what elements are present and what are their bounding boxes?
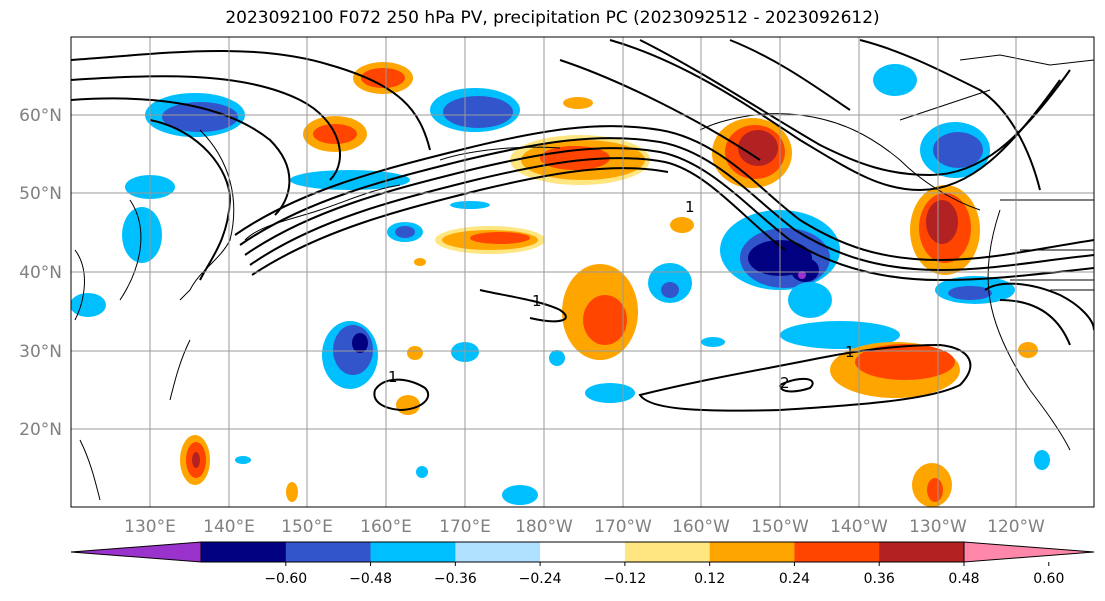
colorbar-extend-max (963, 541, 1095, 563)
contour-label: 1 (685, 198, 695, 216)
colorbar-extend-min (70, 541, 202, 563)
colorbar-segment (540, 542, 626, 562)
colorbar-segment (709, 542, 795, 562)
lon-label: 160°E (360, 517, 412, 537)
lon-label: 170°E (439, 517, 491, 537)
colorbar-tick-label: −0.12 (603, 571, 646, 587)
lon-label: 130°W (909, 517, 967, 537)
colorbar-segment (879, 542, 965, 562)
lon-label: 150°E (281, 517, 333, 537)
lon-label: 160°W (672, 517, 730, 537)
contour-label: 1 (388, 368, 398, 386)
colorbar-segment (624, 542, 711, 562)
colorbar-tick-label: 0.12 (694, 571, 725, 587)
lat-label: 20°N (19, 420, 62, 440)
lon-label: 170°W (594, 517, 652, 537)
colorbar-tick-label: 0.36 (864, 571, 895, 587)
colorbar-segment (455, 542, 541, 562)
map-frame (70, 36, 1095, 508)
colorbar-segment (285, 542, 372, 562)
colorbar-tick-label: −0.24 (519, 571, 562, 587)
latitude-labels: 60°N 50°N 40°N 30°N 20°N (19, 106, 62, 440)
gridlines (71, 37, 1094, 507)
colorbar-outline (200, 541, 965, 563)
contour-label: 1 (845, 343, 855, 361)
contour-label: 1 (532, 292, 542, 310)
colorbar-segment (794, 542, 880, 562)
coastlines (74, 54, 1094, 501)
colorbar: −0.60 −0.48 −0.36 −0.24 −0.12 0.12 0.24 0.36 0.4… (70, 541, 1095, 587)
lon-label: 130°E (124, 517, 176, 537)
lat-label: 50°N (19, 184, 62, 204)
lon-label: 150°W (751, 517, 809, 537)
colorbar-tick-label: −0.60 (264, 571, 307, 587)
map-title: 2023092100 F072 250 hPa PV, precipitatio… (225, 8, 880, 28)
lon-label: 140°E (203, 517, 255, 537)
colorbar-tick-label: 0.48 (948, 571, 979, 587)
colorbar-tick-label: 0.60 (1033, 571, 1064, 587)
colorbar-segment (201, 542, 287, 562)
positive-anomaly-shading (180, 62, 1038, 507)
lon-label: 120°W (987, 517, 1045, 537)
colorbar-tick-label: 0.24 (779, 571, 810, 587)
lon-label: 180°W (515, 517, 573, 537)
colorbar-tick-label: −0.48 (349, 571, 392, 587)
lat-label: 30°N (19, 342, 62, 362)
lat-label: 60°N (19, 106, 62, 126)
longitude-labels: 130°E 140°E 150°E 160°E 170°E 180°W 170°… (124, 517, 1045, 537)
lon-label: 140°W (830, 517, 888, 537)
contour-label: 2 (780, 374, 790, 392)
lat-label: 40°N (19, 263, 62, 283)
colorbar-tick-label: −0.36 (434, 571, 477, 587)
colorbar-segment (370, 542, 456, 562)
